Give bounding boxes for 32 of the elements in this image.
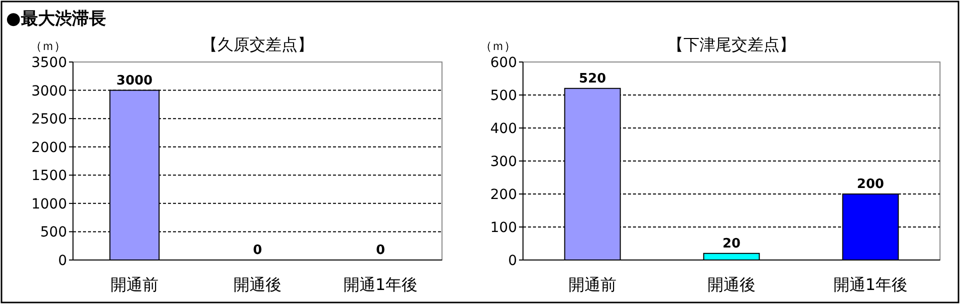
y-tick-label: 3500 bbox=[31, 55, 67, 71]
data-label: 200 bbox=[856, 177, 884, 192]
x-tick-label: 開通後 bbox=[234, 275, 282, 294]
data-label: 20 bbox=[722, 236, 741, 252]
y-tick-label: 1000 bbox=[31, 196, 67, 212]
y-tick-label: 0 bbox=[508, 253, 517, 269]
y-tick-label: 2500 bbox=[31, 112, 67, 128]
text: ●最大渋滞長 bbox=[6, 9, 106, 29]
x-tick-label: 開通前 bbox=[110, 275, 158, 294]
y-tick-label: 500 bbox=[40, 224, 67, 241]
y-tick-label: 400 bbox=[490, 121, 517, 137]
y-tick-label: 0 bbox=[58, 253, 67, 269]
y-tick-label: 300 bbox=[490, 154, 517, 170]
x-tick-label: 開通1年後 bbox=[833, 275, 908, 294]
y-tick-label: 500 bbox=[490, 88, 517, 104]
y-axis-title: （ｍ） bbox=[480, 39, 516, 53]
y-tick-label: 600 bbox=[490, 55, 517, 71]
x-tick-label: 開通1年後 bbox=[343, 275, 418, 294]
y-tick-label: 200 bbox=[490, 187, 517, 203]
x-tick-label: 開通後 bbox=[708, 275, 756, 294]
y-tick-label: 1500 bbox=[31, 168, 67, 184]
y-axis-title: （ｍ） bbox=[30, 39, 66, 53]
y-tick-label: 3000 bbox=[31, 83, 67, 100]
data-label: 0 bbox=[252, 243, 262, 258]
chart-title: 【下津尾交差点】 bbox=[668, 35, 796, 54]
y-tick-label: 2000 bbox=[31, 140, 67, 156]
data-label: 0 bbox=[376, 243, 386, 258]
data-label: 520 bbox=[578, 71, 606, 86]
x-tick-label: 開通前 bbox=[568, 275, 616, 294]
y-tick-label: 100 bbox=[490, 220, 517, 236]
data-label: 3000 bbox=[116, 73, 153, 88]
chart-title: 【久原交差点】 bbox=[202, 35, 314, 54]
